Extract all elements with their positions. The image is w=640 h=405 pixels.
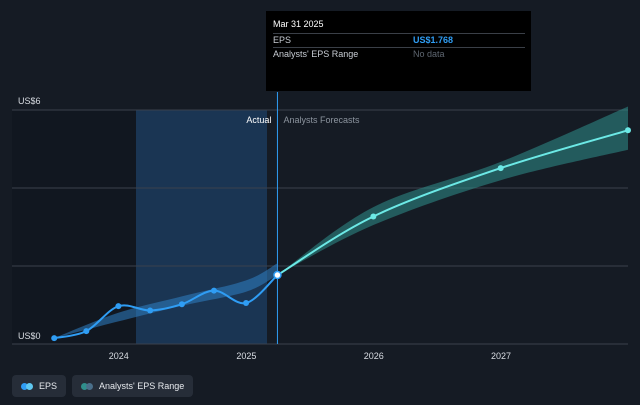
tooltip-date: Mar 31 2025 (273, 19, 324, 29)
chart-legend: EPS Analysts' EPS Range (12, 375, 194, 397)
eps-range-bands (54, 106, 628, 339)
series-0-point-2[interactable] (115, 303, 122, 310)
series-line-1 (276, 129, 629, 276)
y-axis-top-label: US$6 (18, 96, 41, 106)
pre-highlight-zone (12, 110, 136, 344)
legend-range-button[interactable]: Analysts' EPS Range (72, 375, 194, 397)
y-axis-bottom-label: US$0 (18, 331, 41, 341)
x-tick-label-0: 2024 (109, 351, 129, 361)
grid-lines (12, 109, 628, 345)
forecast-region-label: Analysts Forecasts (283, 115, 360, 125)
eps-range-band-1 (277, 106, 628, 276)
x-tick-label-2: 2026 (364, 351, 384, 361)
legend-range-icon (81, 382, 94, 390)
tooltip-range-label: Analysts' EPS Range (273, 49, 359, 59)
tooltip-row-eps: EPS US$1.768 (273, 33, 525, 47)
series-0-point-3[interactable] (147, 307, 154, 314)
series-0-point-5[interactable] (210, 287, 217, 294)
series-1-point-2[interactable] (497, 165, 504, 172)
legend-eps-icon (21, 382, 33, 390)
tooltip-row-range: Analysts' EPS Range No data (273, 47, 525, 61)
series-0-point-7[interactable] (273, 270, 282, 280)
eps-range-band-0 (54, 263, 278, 339)
eps-points (51, 127, 631, 342)
legend-eps-label: EPS (39, 381, 58, 391)
series-0-point-0[interactable] (51, 335, 58, 342)
legend-eps-button[interactable]: EPS (12, 375, 67, 397)
legend-range-label: Analysts' EPS Range (99, 381, 185, 391)
tooltip-range-value: No data (413, 49, 445, 59)
x-tick-label-1: 2025 (236, 351, 256, 361)
series-0-point-1[interactable] (83, 328, 90, 335)
hover-tooltip: Mar 31 2025 EPS US$1.768 Analysts' EPS R… (266, 11, 531, 91)
tooltip-eps-value: US$1.768 (413, 35, 454, 45)
actual-region-label: Actual (246, 115, 271, 125)
series-1-point-3[interactable] (625, 127, 631, 134)
x-tick-label-3: 2027 (491, 351, 511, 361)
series-1-point-1[interactable] (370, 213, 377, 220)
series-0-point-6[interactable] (243, 300, 250, 307)
series-0-point-4[interactable] (178, 301, 185, 308)
tooltip-eps-label: EPS (273, 35, 292, 45)
x-axis-tick-labels: 2024 2025 2026 2027 (109, 351, 511, 361)
